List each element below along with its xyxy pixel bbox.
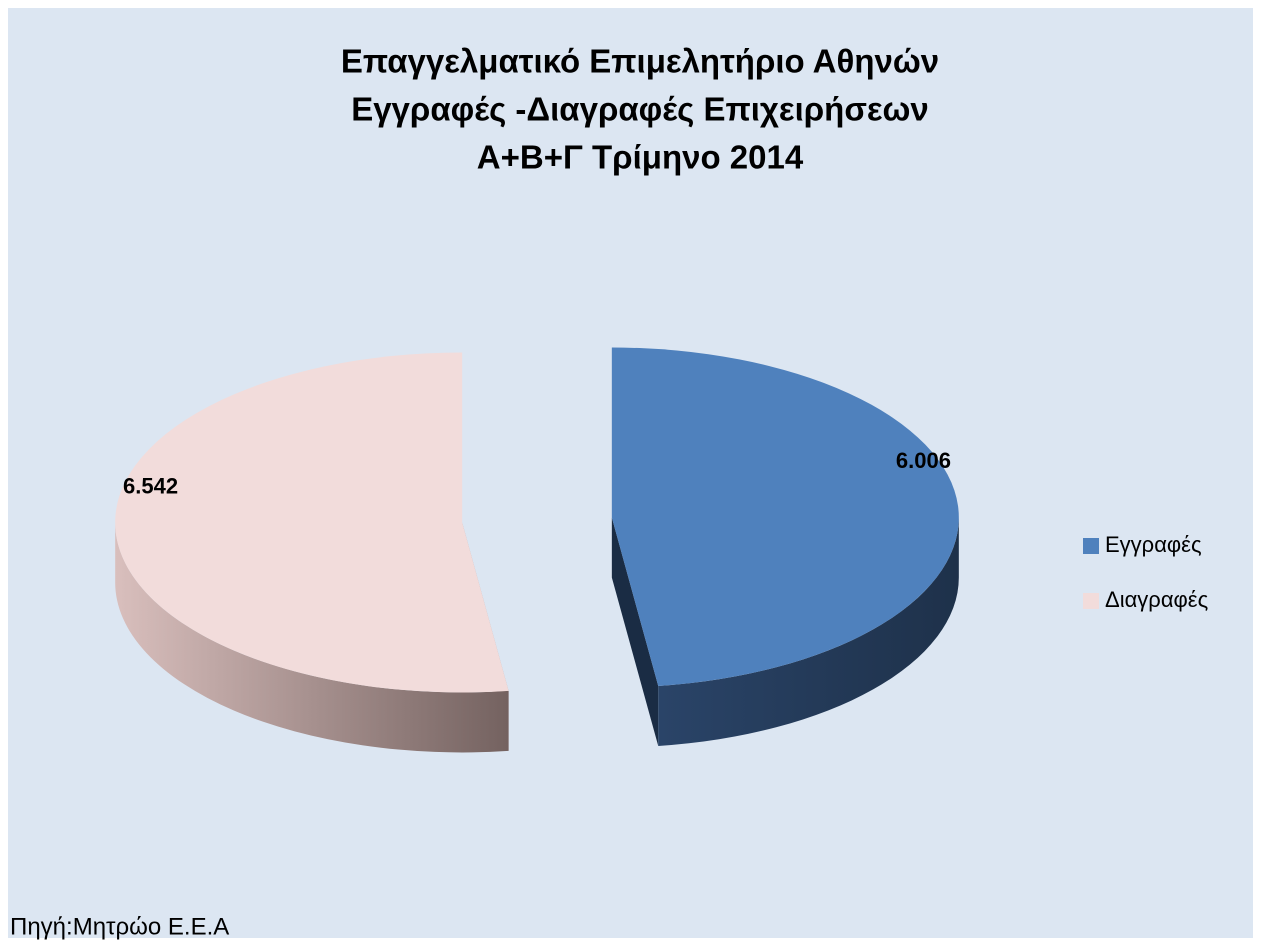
slice-wall [115, 522, 509, 753]
legend-swatch [1083, 538, 1099, 554]
slice-wall [658, 517, 959, 747]
legend-label: Διαγραφές [1105, 587, 1208, 612]
data-label: 6.542 [123, 474, 178, 499]
legend-label: Εγγραφές [1105, 532, 1202, 557]
chart-title: Α+Β+Γ Τρίμηνο 2014 [477, 139, 804, 176]
data-label: 6.006 [896, 448, 951, 473]
legend-swatch [1083, 593, 1099, 609]
source-note: Πηγή:Μητρώο Ε.Ε.Α [10, 913, 229, 940]
pie-slice [611, 347, 959, 747]
slice [115, 352, 509, 693]
chart-title: Εγγραφές -Διαγραφές Επιχειρήσεων [351, 91, 929, 128]
slice-cut-face [611, 517, 659, 747]
chart-title: Επαγγελματικό Επιμελητήριο Αθηνών [341, 43, 939, 80]
pie-slice [115, 352, 509, 753]
pie [115, 347, 959, 753]
slice [611, 347, 959, 687]
